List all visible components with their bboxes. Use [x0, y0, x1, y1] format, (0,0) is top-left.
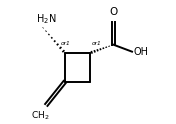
Text: $\mathregular{CH_2}$: $\mathregular{CH_2}$	[31, 110, 50, 122]
Text: O: O	[109, 7, 118, 17]
Text: $\mathregular{H_2N}$: $\mathregular{H_2N}$	[36, 12, 57, 26]
Text: OH: OH	[133, 47, 148, 57]
Text: or1: or1	[61, 41, 71, 46]
Text: or1: or1	[92, 41, 102, 46]
